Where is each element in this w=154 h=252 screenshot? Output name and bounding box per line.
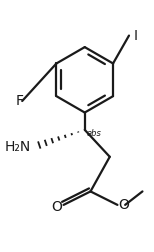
Text: O: O [51,200,62,214]
Text: O: O [118,198,129,212]
Text: abs: abs [87,129,101,138]
Text: F: F [15,94,23,108]
Text: H₂N: H₂N [5,140,31,154]
Text: I: I [134,28,138,43]
